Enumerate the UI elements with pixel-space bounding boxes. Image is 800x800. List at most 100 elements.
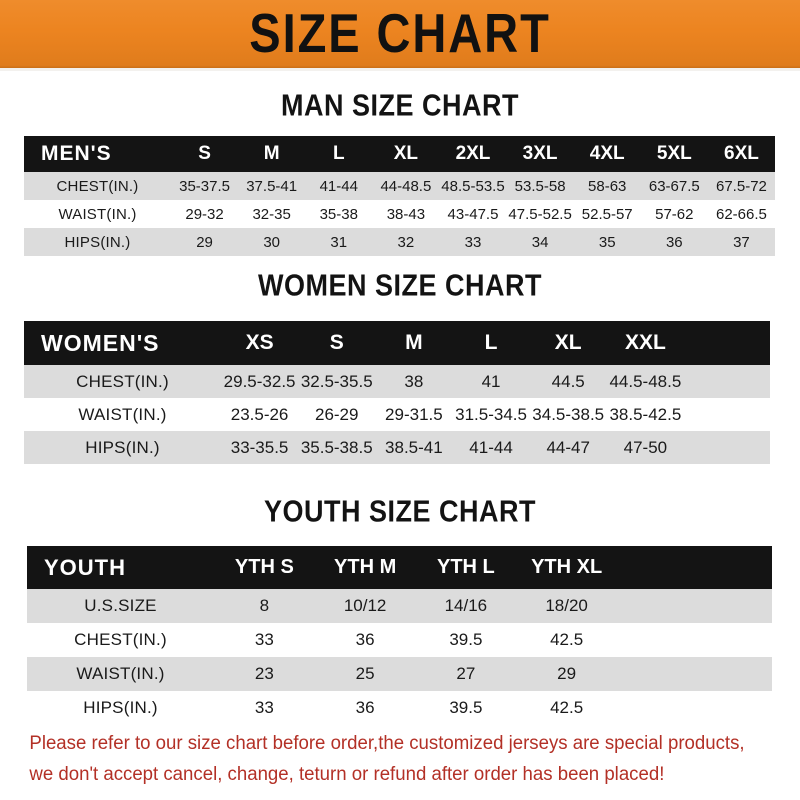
women-col-header-0: XS	[245, 331, 274, 354]
men-cell-0-0: 35-37.5	[179, 177, 230, 195]
men-cell-1-6: 52.5-57	[581, 205, 633, 223]
men-cell-0-1: 37.5-41	[246, 177, 298, 195]
youth-row-label-2: WAIST(IN.)	[76, 664, 165, 683]
men-cell-0-6: 58-63	[588, 177, 627, 195]
men-cell-0-2: 41-44	[319, 177, 358, 195]
men-section-title: MAN SIZE CHART	[281, 88, 519, 123]
table-row: U.S.SIZE 8 10/12 14/16 18/20	[27, 589, 772, 623]
men-col-header-7: 5XL	[656, 143, 692, 164]
women-cell-2-0: 33-35.5	[230, 437, 289, 457]
men-row-label-1: WAIST(IN.)	[58, 205, 137, 223]
youth-col-header-3: YTH XL	[531, 556, 603, 578]
men-table-head: MEN'S S M L XL 2XL 3XL 4XL 5XL 6XL	[24, 136, 775, 172]
women-cell-1-3: 31.5-34.5	[455, 404, 527, 424]
women-cell-2-1: 35.5-38.5	[300, 437, 373, 457]
youth-row-label-0: U.S.SIZE	[84, 596, 157, 615]
notice-line-2: we don't accept cancel, change, teturn o…	[29, 764, 665, 785]
youth-cell-3-3: 42.5	[550, 698, 584, 717]
women-cell-0-5: 44.5-48.5	[609, 371, 682, 391]
youth-cell-2-0: 23	[254, 664, 274, 683]
men-cell-0-7: 63-67.5	[648, 177, 700, 195]
men-cell-2-1: 30	[263, 233, 280, 251]
women-cell-2-5: 47-50	[623, 437, 668, 457]
women-cell-1-2: 29-31.5	[385, 404, 443, 424]
youth-cell-0-2: 14/16	[444, 596, 488, 615]
men-cell-0-8: 67.5-72	[716, 177, 767, 195]
women-table-head: WOMEN'S XS S M L XL XXL	[24, 321, 770, 365]
youth-cell-1-1: 36	[355, 630, 375, 649]
women-corner-label: WOMEN'S	[41, 329, 160, 356]
men-size-table: MEN'S S M L XL 2XL 3XL 4XL 5XL 6XL CHEST…	[24, 136, 775, 256]
women-cell-2-3: 41-44	[469, 437, 513, 457]
men-cell-2-2: 31	[330, 233, 348, 251]
men-cell-2-3: 32	[397, 233, 415, 251]
men-col-header-8: 6XL	[724, 143, 759, 164]
men-cell-1-2: 35-38	[319, 205, 358, 223]
men-col-header-3: XL	[393, 143, 419, 164]
youth-cell-1-spacer	[617, 623, 772, 657]
women-table-body: CHEST(IN.) 29.5-32.5 32.5-35.5 38 41 44.…	[24, 365, 770, 464]
women-cell-1-1: 26-29	[314, 404, 359, 424]
women-col-header-1: S	[329, 331, 344, 354]
banner: SIZE CHART	[0, 0, 800, 68]
men-table-body: CHEST(IN.) 35-37.5 37.5-41 41-44 44-48.5…	[24, 172, 775, 256]
youth-table-head: YOUTH YTH S YTH M YTH L YTH XL	[27, 546, 772, 589]
youth-cell-3-0: 33	[254, 698, 274, 717]
women-cell-0-3: 41	[481, 371, 501, 391]
men-cell-2-6: 35	[598, 233, 616, 251]
men-cell-1-4: 43-47.5	[447, 205, 499, 223]
women-cell-1-4: 34.5-38.5	[532, 404, 605, 424]
women-cell-2-4: 44-47	[546, 437, 590, 457]
banner-underline	[0, 68, 800, 71]
men-col-header-2: L	[332, 143, 345, 164]
order-policy-notice: Please refer to our size chart before or…	[0, 728, 784, 790]
men-row-label-0: CHEST(IN.)	[56, 177, 139, 195]
women-header-row: WOMEN'S XS S M L XL XXL	[24, 321, 770, 365]
youth-cell-2-3: 29	[557, 664, 577, 683]
women-cell-2-spacer	[684, 431, 770, 464]
table-row: CHEST(IN.) 35-37.5 37.5-41 41-44 44-48.5…	[24, 172, 775, 200]
table-row: CHEST(IN.) 33 36 39.5 42.5	[27, 623, 772, 657]
youth-section-title: YOUTH SIZE CHART	[263, 494, 536, 529]
youth-cell-0-0: 8	[259, 596, 270, 615]
men-cell-2-4: 33	[464, 233, 482, 251]
youth-cell-1-2: 39.5	[449, 630, 483, 649]
women-cell-0-spacer	[684, 365, 770, 398]
women-cell-1-0: 23.5-26	[230, 404, 289, 424]
table-row: WAIST(IN.) 23 25 27 29	[27, 657, 772, 691]
women-cell-1-spacer	[684, 398, 770, 431]
table-row: HIPS(IN.) 33 36 39.5 42.5	[27, 691, 772, 725]
men-cell-2-5: 34	[531, 233, 549, 251]
youth-cell-0-1: 10/12	[343, 596, 387, 615]
banner-title: SIZE CHART	[249, 3, 551, 64]
men-col-header-1: M	[263, 143, 280, 164]
women-cell-1-5: 38.5-42.5	[609, 404, 682, 424]
men-cell-1-8: 62-66.5	[716, 205, 767, 223]
youth-col-header-spacer	[617, 546, 772, 589]
men-col-header-4: 2XL	[455, 143, 491, 164]
women-col-header-4: XL	[554, 331, 582, 354]
notice-line-1: Please refer to our size chart before or…	[29, 733, 745, 754]
women-size-table: WOMEN'S XS S M L XL XXL CHEST(IN.) 29.5-…	[24, 321, 770, 464]
women-cell-0-1: 32.5-35.5	[300, 371, 373, 391]
youth-row-label-1: CHEST(IN.)	[74, 630, 167, 649]
youth-corner-label: YOUTH	[44, 554, 126, 580]
men-corner-label: MEN'S	[41, 142, 112, 165]
youth-header-row: YOUTH YTH S YTH M YTH L YTH XL	[27, 546, 772, 589]
youth-col-header-2: YTH L	[436, 556, 495, 578]
youth-cell-2-2: 27	[456, 664, 476, 683]
table-row: CHEST(IN.) 29.5-32.5 32.5-35.5 38 41 44.…	[24, 365, 770, 398]
youth-row-label-3: HIPS(IN.)	[83, 698, 158, 717]
youth-col-header-1: YTH M	[334, 556, 397, 578]
men-cell-2-8: 37	[733, 233, 750, 251]
men-cell-1-1: 32-35	[252, 205, 291, 223]
women-cell-0-2: 38	[404, 371, 424, 391]
table-row: WAIST(IN.) 29-32 32-35 35-38 38-43 43-47…	[24, 200, 775, 228]
youth-cell-3-1: 36	[355, 698, 375, 717]
men-cell-1-7: 57-62	[655, 205, 694, 223]
men-col-header-6: 4XL	[589, 143, 625, 164]
table-row: WAIST(IN.) 23.5-26 26-29 29-31.5 31.5-34…	[24, 398, 770, 431]
women-cell-0-4: 44.5	[551, 371, 585, 391]
youth-size-table: YOUTH YTH S YTH M YTH L YTH XL U.S.SIZE …	[27, 546, 772, 725]
